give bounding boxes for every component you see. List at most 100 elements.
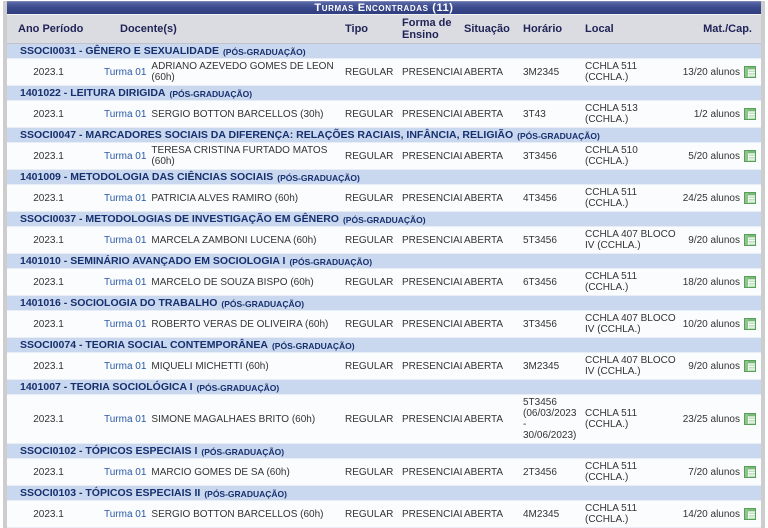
horario-value: 2T3456 — [523, 466, 557, 478]
docente-cell: Turma 01 TERESA CRISTINA FURTADO MATOS (6… — [90, 143, 343, 170]
matcap-cell: 23/25 alunos — [680, 395, 761, 444]
docente-cell: Turma 01 MARCELA ZAMBONI LUCENA (60h) — [90, 227, 343, 254]
turma-link[interactable]: Turma 01 — [104, 108, 147, 120]
tipo-value: REGULAR — [345, 413, 394, 425]
matcap-value: 23/25 alunos — [682, 413, 740, 425]
class-details-spreadsheet-icon[interactable] — [744, 466, 756, 478]
situacao-value: ABERTA — [464, 360, 504, 372]
course-group-header: SSOCI0102 - TÓPICOS ESPECIAIS I (PÓS-GRAD… — [7, 444, 761, 459]
turma-link[interactable]: Turma 01 — [104, 192, 147, 204]
situacao-value: ABERTA — [464, 413, 504, 425]
matcap-value: 5/20 alunos — [688, 150, 740, 162]
tipo-cell: REGULAR — [343, 143, 400, 170]
turma-link[interactable]: Turma 01 — [104, 413, 147, 425]
course-title: 1401007 - TEORIA SOCIOLÓGICA I — [20, 381, 193, 393]
horario-cell: 3T3456 — [521, 143, 583, 170]
class-details-spreadsheet-icon[interactable] — [744, 508, 756, 520]
turma-link[interactable]: Turma 01 — [104, 150, 147, 162]
column-header-mat-cap: Mat./Cap. — [680, 14, 761, 44]
local-cell: CCHLA 511 (CCHLA.) — [583, 395, 680, 444]
matcap-value: 1/2 alunos — [693, 108, 740, 120]
ano-periodo-value: 2023.1 — [33, 192, 64, 204]
local-cell: CCHLA 513 (CCHLA.) — [583, 101, 680, 128]
matcap-value: 13/20 alunos — [682, 66, 740, 78]
course-level-label: (PÓS-GRADUAÇÃO) — [342, 214, 426, 225]
turma-link[interactable]: Turma 01 — [104, 276, 147, 288]
tipo-cell: REGULAR — [343, 185, 400, 212]
horario-cell: 6T3456 — [521, 269, 583, 296]
local-value: CCHLA 407 BLOCO IV (CCHLA.) — [585, 229, 676, 251]
horario-value: 3T43 — [523, 108, 546, 120]
situacao-cell: ABERTA — [462, 269, 521, 296]
docente-name: SERGIO BOTTON BARCELLOS (60h) — [151, 508, 324, 520]
course-level-label: (PÓS-GRADUAÇÃO) — [289, 256, 373, 267]
docente-name: PATRICIA ALVES RAMIRO (60h) — [151, 192, 299, 204]
docente-name: MIQUELI MICHETTI (60h) — [151, 360, 269, 372]
matcap-cell: 9/20 alunos — [680, 227, 761, 254]
local-cell: CCHLA 407 BLOCO IV (CCHLA.) — [583, 311, 680, 338]
class-details-spreadsheet-icon[interactable] — [744, 150, 756, 162]
class-details-spreadsheet-icon[interactable] — [744, 360, 756, 372]
turma-link[interactable]: Turma 01 — [104, 234, 147, 246]
course-level-label: (PÓS-GRADUAÇÃO) — [222, 46, 306, 57]
situacao-cell: ABERTA — [462, 59, 521, 86]
ano-periodo-value: 2023.1 — [33, 466, 64, 478]
course-title: SSOCI0102 - TÓPICOS ESPECIAIS I — [20, 445, 198, 457]
matcap-value: 18/20 alunos — [682, 276, 740, 288]
docente-name: SERGIO BOTTON BARCELLOS (30h) — [151, 108, 324, 120]
ano-periodo-cell: 2023.1 — [7, 59, 90, 86]
turma-link[interactable]: Turma 01 — [104, 318, 147, 330]
tipo-value: REGULAR — [345, 150, 394, 162]
tipo-value: REGULAR — [345, 234, 394, 246]
column-header-situacao: Situação — [462, 14, 521, 44]
forma-ensino-cell: PRESENCIAL — [400, 395, 465, 444]
forma-ensino-value: PRESENCIAL — [402, 150, 466, 162]
course-title: 1401009 - METODOLOGIA DAS CIÊNCIAS SOCIA… — [20, 171, 274, 183]
tipo-cell: REGULAR — [343, 269, 400, 296]
forma-ensino-cell: PRESENCIAL — [400, 227, 465, 254]
class-details-spreadsheet-icon[interactable] — [744, 276, 756, 288]
ano-periodo-cell: 2023.1 — [7, 269, 90, 296]
docente-name: MARCELO DE SOUZA BISPO (60h) — [151, 276, 314, 288]
ano-periodo-value: 2023.1 — [33, 234, 64, 246]
docente-cell: Turma 01 SIMONE MAGALHAES BRITO (60h) — [90, 395, 343, 444]
column-header-forma-de-ensino: Forma de Ensino — [400, 14, 462, 44]
forma-ensino-value: PRESENCIAL — [402, 318, 466, 330]
situacao-value: ABERTA — [464, 508, 504, 520]
forma-ensino-value: PRESENCIAL — [402, 466, 466, 478]
forma-ensino-value: PRESENCIAL — [402, 360, 466, 372]
turma-link[interactable]: Turma 01 — [104, 466, 147, 478]
ano-periodo-cell: 2023.1 — [7, 227, 90, 254]
tipo-value: REGULAR — [345, 108, 394, 120]
class-details-spreadsheet-icon[interactable] — [744, 318, 756, 330]
situacao-value: ABERTA — [464, 66, 504, 78]
ano-periodo-value: 2023.1 — [33, 508, 64, 520]
course-title: SSOCI0047 - MARCADORES SOCIAIS DA DIFERE… — [20, 129, 514, 141]
class-details-spreadsheet-icon[interactable] — [744, 234, 756, 246]
horario-cell: 3T43 — [521, 101, 583, 128]
situacao-cell: ABERTA — [462, 143, 521, 170]
course-level-label: (PÓS-GRADUAÇÃO) — [204, 488, 287, 499]
tipo-cell: REGULAR — [343, 101, 400, 128]
tipo-cell: REGULAR — [343, 311, 400, 338]
turma-link[interactable]: Turma 01 — [104, 360, 147, 372]
forma-ensino-value: PRESENCIAL — [402, 276, 466, 288]
forma-ensino-cell: PRESENCIAL — [400, 311, 466, 338]
class-details-spreadsheet-icon[interactable] — [744, 192, 756, 204]
class-details-spreadsheet-icon[interactable] — [744, 66, 756, 78]
horario-value: 3T3456 — [523, 150, 557, 162]
column-header-horario: Horário — [521, 14, 583, 44]
class-details-spreadsheet-icon[interactable] — [744, 413, 756, 425]
turmas-table: Ano Período Docente(s) Tipo Forma de Ens… — [7, 14, 761, 528]
forma-ensino-value: PRESENCIAL — [402, 508, 466, 520]
turma-link[interactable]: Turma 01 — [104, 66, 147, 78]
local-value: CCHLA 511 (CCHLA.) — [585, 503, 638, 525]
local-value: CCHLA 510 (CCHLA.) — [585, 145, 638, 167]
docente-cell: Turma 01 ADRIANO AZEVEDO GOMES DE LEON (6… — [90, 59, 343, 86]
horario-cell: 2T3456 — [521, 459, 583, 486]
matcap-cell: 10/20 alunos — [680, 311, 761, 338]
class-details-spreadsheet-icon[interactable] — [744, 108, 756, 120]
horario-value: 3M2345 — [523, 66, 560, 78]
turma-link[interactable]: Turma 01 — [104, 508, 147, 520]
matcap-value: 9/20 alunos — [688, 234, 740, 246]
